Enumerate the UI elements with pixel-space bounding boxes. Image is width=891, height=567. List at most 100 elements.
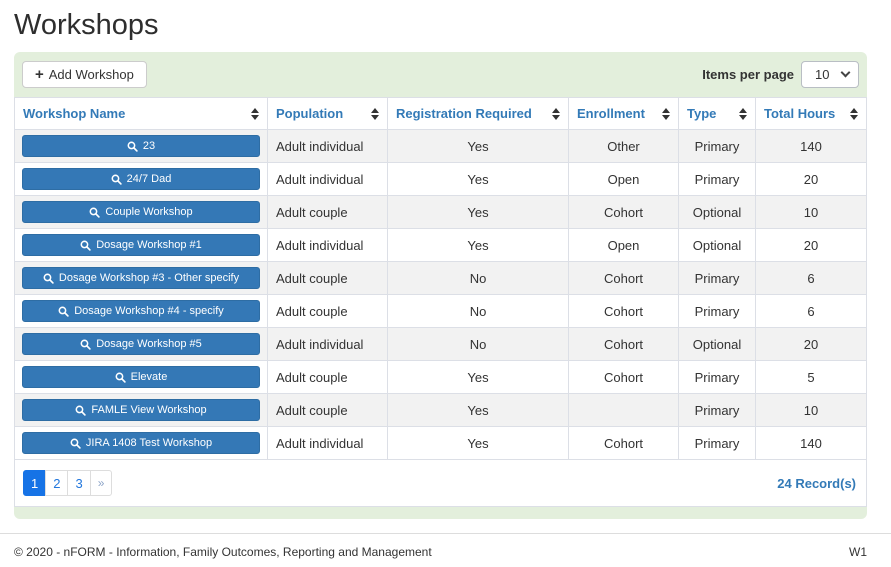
- type-cell: Primary: [678, 426, 756, 460]
- type-cell: Primary: [678, 129, 756, 163]
- enrollment-cell: Cohort: [568, 327, 679, 361]
- total-hours-cell: 20: [755, 327, 867, 361]
- search-icon: [43, 273, 54, 284]
- items-per-page-select-wrap: 10: [801, 61, 859, 88]
- workshop-name-cell: 23: [14, 129, 268, 163]
- workshop-name-cell: FAMLE View Workshop: [14, 393, 268, 427]
- sort-icon[interactable]: [552, 107, 560, 120]
- records-count: 24 Record(s): [777, 475, 856, 491]
- sort-icon[interactable]: [371, 107, 379, 120]
- enrollment-cell: Open: [568, 228, 679, 262]
- pagination-next[interactable]: »: [89, 470, 113, 496]
- column-header-total-hours[interactable]: Total Hours: [755, 97, 867, 130]
- total-hours-cell: 10: [755, 393, 867, 427]
- registration-required-cell: Yes: [387, 162, 569, 196]
- pagination: 1 2 3»: [23, 470, 113, 496]
- total-hours-cell: 10: [755, 195, 867, 229]
- workshop-name-label: Dosage Workshop #1: [96, 239, 202, 251]
- search-icon: [111, 174, 122, 185]
- sort-icon[interactable]: [251, 107, 259, 120]
- workshop-name-cell: JIRA 1408 Test Workshop: [14, 426, 268, 460]
- sort-icon[interactable]: [850, 107, 858, 120]
- workshop-link-button[interactable]: Dosage Workshop #3 - Other specify: [22, 267, 260, 289]
- search-icon: [127, 141, 138, 152]
- search-icon: [70, 438, 81, 449]
- pagination-page-3[interactable]: 3: [67, 470, 91, 496]
- registration-required-cell: No: [387, 261, 569, 295]
- workshop-link-button[interactable]: Dosage Workshop #4 - specify: [22, 300, 260, 322]
- column-header-label: Population: [276, 106, 344, 121]
- workshop-name-label: FAMLE View Workshop: [91, 404, 207, 416]
- column-header-registration-required[interactable]: Registration Required: [387, 97, 569, 130]
- enrollment-cell: Cohort: [568, 195, 679, 229]
- pagination-page-1[interactable]: 1: [23, 470, 47, 496]
- population-cell: Adult couple: [267, 360, 388, 394]
- workshops-panel: + Add Workshop Items per page 10 Worksho…: [14, 52, 867, 519]
- workshop-link-button[interactable]: 23: [22, 135, 260, 157]
- enrollment-cell: [568, 393, 679, 427]
- footer-divider: [0, 533, 891, 534]
- type-cell: Primary: [678, 393, 756, 427]
- workshop-link-button[interactable]: Dosage Workshop #5: [22, 333, 260, 355]
- copyright-text: © 2020 - nFORM - Information, Family Out…: [14, 545, 432, 559]
- column-header-label: Total Hours: [764, 106, 836, 121]
- table-header-row: Workshop Name Population Registration Requ…: [14, 97, 867, 130]
- registration-required-cell: Yes: [387, 360, 569, 394]
- items-per-page-label: Items per page: [702, 67, 794, 82]
- enrollment-cell: Open: [568, 162, 679, 196]
- enrollment-cell: Cohort: [568, 294, 679, 328]
- workshop-link-button[interactable]: Elevate: [22, 366, 260, 388]
- total-hours-cell: 140: [755, 426, 867, 460]
- workshop-link-button[interactable]: Dosage Workshop #1: [22, 234, 260, 256]
- workshop-name-label: Couple Workshop: [105, 206, 193, 218]
- total-hours-cell: 6: [755, 294, 867, 328]
- add-workshop-button[interactable]: + Add Workshop: [22, 61, 147, 88]
- enrollment-cell: Cohort: [568, 261, 679, 295]
- workshop-name-cell: Dosage Workshop #3 - Other specify: [14, 261, 268, 295]
- column-header-label: Workshop Name: [23, 106, 126, 121]
- population-cell: Adult couple: [267, 261, 388, 295]
- workshop-name-cell: Couple Workshop: [14, 195, 268, 229]
- type-cell: Primary: [678, 360, 756, 394]
- table-row: Dosage Workshop #3 - Other specify Adult …: [14, 261, 867, 295]
- page-title: Workshops: [14, 9, 159, 41]
- population-cell: Adult individual: [267, 228, 388, 262]
- workshops-table: Workshop Name Population Registration Requ…: [14, 97, 867, 460]
- column-header-type[interactable]: Type: [678, 97, 756, 130]
- table-row: JIRA 1408 Test Workshop Adult individual Y…: [14, 426, 867, 460]
- table-row: Elevate Adult couple Yes Cohort Primary 5: [14, 360, 867, 394]
- sort-icon[interactable]: [739, 107, 747, 120]
- enrollment-cell: Other: [568, 129, 679, 163]
- pagination-page-2[interactable]: 2: [45, 470, 69, 496]
- column-header-enrollment[interactable]: Enrollment: [568, 97, 679, 130]
- type-cell: Primary: [678, 162, 756, 196]
- table-row: Dosage Workshop #1 Adult individual Yes Ope…: [14, 228, 867, 262]
- workshop-name-label: 24/7 Dad: [126, 173, 172, 185]
- column-header-workshop-name[interactable]: Workshop Name: [14, 97, 268, 130]
- search-icon: [80, 240, 91, 251]
- workshop-link-button[interactable]: 24/7 Dad: [22, 168, 260, 190]
- sort-icon[interactable]: [662, 107, 670, 120]
- population-cell: Adult individual: [267, 327, 388, 361]
- total-hours-cell: 5: [755, 360, 867, 394]
- table-row: FAMLE View Workshop Adult couple Yes Primar…: [14, 393, 867, 427]
- workshop-link-button[interactable]: JIRA 1408 Test Workshop: [22, 432, 260, 454]
- workshop-name-label: Dosage Workshop #4 - specify: [74, 305, 224, 317]
- type-cell: Primary: [678, 261, 756, 295]
- search-icon: [115, 372, 126, 383]
- main-content: Workshops + Add Workshop Items per page …: [14, 9, 867, 519]
- version-label: W1: [849, 545, 867, 559]
- workshop-link-button[interactable]: Couple Workshop: [22, 201, 260, 223]
- population-cell: Adult couple: [267, 393, 388, 427]
- items-per-page-select[interactable]: 10: [801, 61, 859, 88]
- table-footer: 1 2 3» 24 Record(s): [14, 460, 867, 507]
- workshop-name-cell: 24/7 Dad: [14, 162, 268, 196]
- search-icon: [75, 405, 87, 416]
- table-row: 24/7 Dad Adult individual Yes Open Primary 20: [14, 162, 867, 196]
- population-cell: Adult couple: [267, 195, 388, 229]
- add-workshop-label: Add Workshop: [48, 67, 134, 82]
- workshop-link-button[interactable]: FAMLE View Workshop: [22, 399, 260, 421]
- search-icon: [58, 306, 69, 317]
- column-header-population[interactable]: Population: [267, 97, 388, 130]
- enrollment-cell: Cohort: [568, 360, 679, 394]
